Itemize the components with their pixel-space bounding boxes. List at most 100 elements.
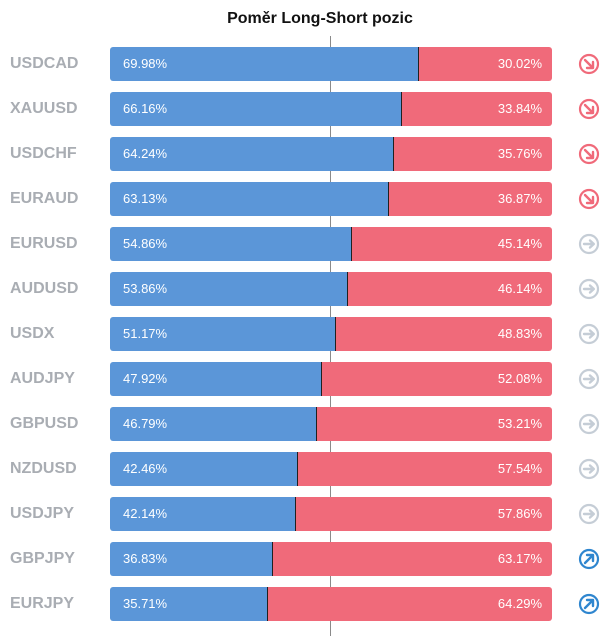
bar-divider xyxy=(335,317,336,351)
long-percent-label: 35.71% xyxy=(123,596,168,611)
trend-down-icon xyxy=(578,143,600,165)
short-bar xyxy=(273,542,552,576)
bar-divider xyxy=(316,407,317,441)
bar-divider xyxy=(272,542,273,576)
bar-divider xyxy=(321,362,322,396)
trend-neutral-icon xyxy=(578,503,600,525)
short-bar xyxy=(317,407,552,441)
ratio-row: NZDUSD 42.46% 57.54% xyxy=(0,452,612,486)
trend-neutral-icon xyxy=(578,368,600,390)
symbol-label: EURUSD xyxy=(10,235,78,252)
short-percent-label: 52.08% xyxy=(497,371,542,386)
short-percent-label: 33.84% xyxy=(497,101,542,116)
short-percent-label: 35.76% xyxy=(497,146,542,161)
long-bar xyxy=(110,227,352,261)
trend-indicator xyxy=(578,188,600,210)
ratio-row: AUDJPY 47.92% 52.08% xyxy=(0,362,612,396)
ratio-bar: 35.71% 64.29% xyxy=(110,587,552,621)
trend-indicator xyxy=(578,503,600,525)
long-percent-label: 54.86% xyxy=(123,236,168,251)
ratio-bar: 47.92% 52.08% xyxy=(110,362,552,396)
symbol-label: EURAUD xyxy=(10,190,79,207)
ratio-bar: 63.13% 36.87% xyxy=(110,182,552,216)
ratio-row: USDCHF 64.24% 35.76% xyxy=(0,137,612,171)
chart-title: Poměr Long-Short pozic xyxy=(227,10,413,27)
short-percent-label: 57.54% xyxy=(497,461,542,476)
trend-indicator xyxy=(578,233,600,255)
trend-neutral-icon xyxy=(578,278,600,300)
long-bar xyxy=(110,587,268,621)
bar-divider xyxy=(388,182,389,216)
ratio-bar: 66.16% 33.84% xyxy=(110,92,552,126)
symbol-label: USDX xyxy=(10,325,55,342)
long-bar xyxy=(110,182,389,216)
long-bar xyxy=(110,362,322,396)
long-bar xyxy=(110,92,402,126)
short-bar xyxy=(389,182,552,216)
long-percent-label: 66.16% xyxy=(123,101,168,116)
symbol-label: EURJPY xyxy=(10,595,75,612)
long-percent-label: 46.79% xyxy=(123,416,168,431)
short-percent-label: 46.14% xyxy=(497,281,542,296)
long-percent-label: 47.92% xyxy=(123,371,168,386)
symbol-label: NZDUSD xyxy=(10,460,77,477)
long-bar xyxy=(110,137,394,171)
short-bar xyxy=(322,362,552,396)
trend-neutral-icon xyxy=(578,323,600,345)
trend-down-icon xyxy=(578,53,600,75)
ratio-row: USDJPY 42.14% 57.86% xyxy=(0,497,612,531)
short-percent-label: 30.02% xyxy=(497,56,542,71)
long-percent-label: 64.24% xyxy=(123,146,168,161)
symbol-label: GBPJPY xyxy=(10,550,75,567)
trend-indicator xyxy=(578,548,600,570)
short-bar xyxy=(402,92,552,126)
ratio-row: EURAUD 63.13% 36.87% xyxy=(0,182,612,216)
ratio-bar: 64.24% 35.76% xyxy=(110,137,552,171)
trend-indicator xyxy=(578,593,600,615)
short-bar xyxy=(268,587,552,621)
ratio-row: GBPUSD 46.79% 53.21% xyxy=(0,407,612,441)
trend-up-icon xyxy=(578,593,600,615)
ratio-row: EURUSD 54.86% 45.14% xyxy=(0,227,612,261)
bar-divider xyxy=(401,92,402,126)
symbol-label: XAUUSD xyxy=(10,100,78,117)
ratio-row: GBPJPY 36.83% 63.17% xyxy=(0,542,612,576)
trend-down-icon xyxy=(578,188,600,210)
trend-neutral-icon xyxy=(578,233,600,255)
long-percent-label: 42.14% xyxy=(123,506,168,521)
bar-divider xyxy=(267,587,268,621)
bar-divider xyxy=(295,497,296,531)
ratio-bar: 53.86% 46.14% xyxy=(110,272,552,306)
ratio-bar: 46.79% 53.21% xyxy=(110,407,552,441)
long-bar xyxy=(110,452,298,486)
trend-indicator xyxy=(578,278,600,300)
trend-indicator xyxy=(578,143,600,165)
trend-indicator xyxy=(578,98,600,120)
long-percent-label: 42.46% xyxy=(123,461,168,476)
trend-indicator xyxy=(578,458,600,480)
ratio-row: EURJPY 35.71% 64.29% xyxy=(0,587,612,621)
trend-indicator xyxy=(578,323,600,345)
long-bar xyxy=(110,542,273,576)
bar-divider xyxy=(351,227,352,261)
short-bar xyxy=(336,317,552,351)
ratio-bar: 51.17% 48.83% xyxy=(110,317,552,351)
short-bar xyxy=(348,272,552,306)
trend-indicator xyxy=(578,53,600,75)
short-percent-label: 36.87% xyxy=(497,191,542,206)
bar-divider xyxy=(347,272,348,306)
trend-up-icon xyxy=(578,548,600,570)
ratio-row: XAUUSD 66.16% 33.84% xyxy=(0,92,612,126)
long-percent-label: 53.86% xyxy=(123,281,168,296)
long-bar xyxy=(110,272,348,306)
symbol-label: AUDUSD xyxy=(10,280,79,297)
trend-neutral-icon xyxy=(578,413,600,435)
bar-divider xyxy=(393,137,394,171)
ratio-row: USDX 51.17% 48.83% xyxy=(0,317,612,351)
short-bar xyxy=(394,137,552,171)
short-bar xyxy=(352,227,552,261)
long-percent-label: 69.98% xyxy=(123,56,168,71)
long-percent-label: 51.17% xyxy=(123,326,168,341)
trend-neutral-icon xyxy=(578,458,600,480)
short-bar xyxy=(419,47,552,81)
